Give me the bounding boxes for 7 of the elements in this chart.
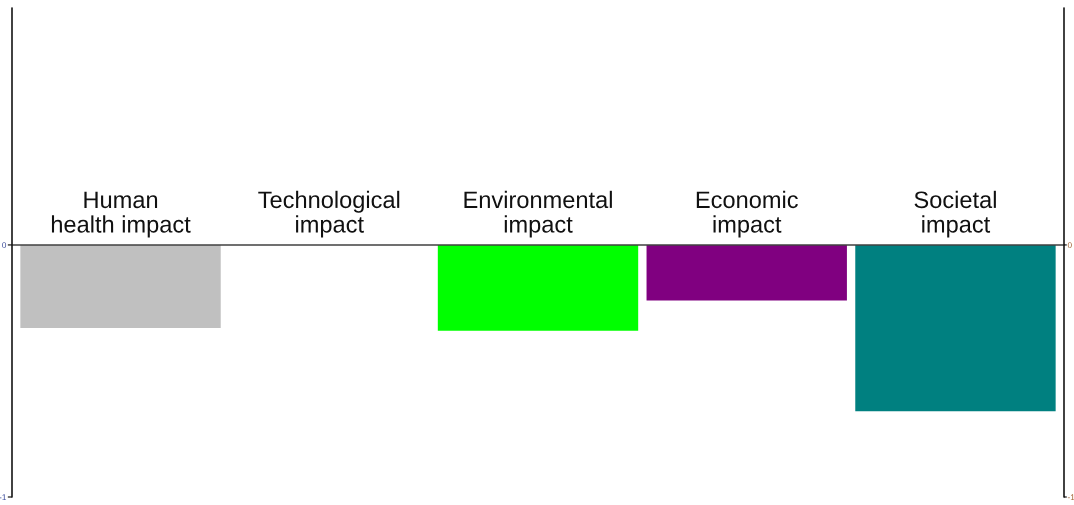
x-tick-label: Technological impact [258,190,400,238]
x-tick-label: Economic impact [696,190,798,238]
x-tick-label: Human health impact [51,191,191,238]
y2-tick-label: 0 [1067,242,1072,249]
x-tick-label: Environmental impact [464,190,612,238]
x-tick-label: Societal impact [914,190,996,238]
y2-tick-label: -1 [1067,494,1074,501]
